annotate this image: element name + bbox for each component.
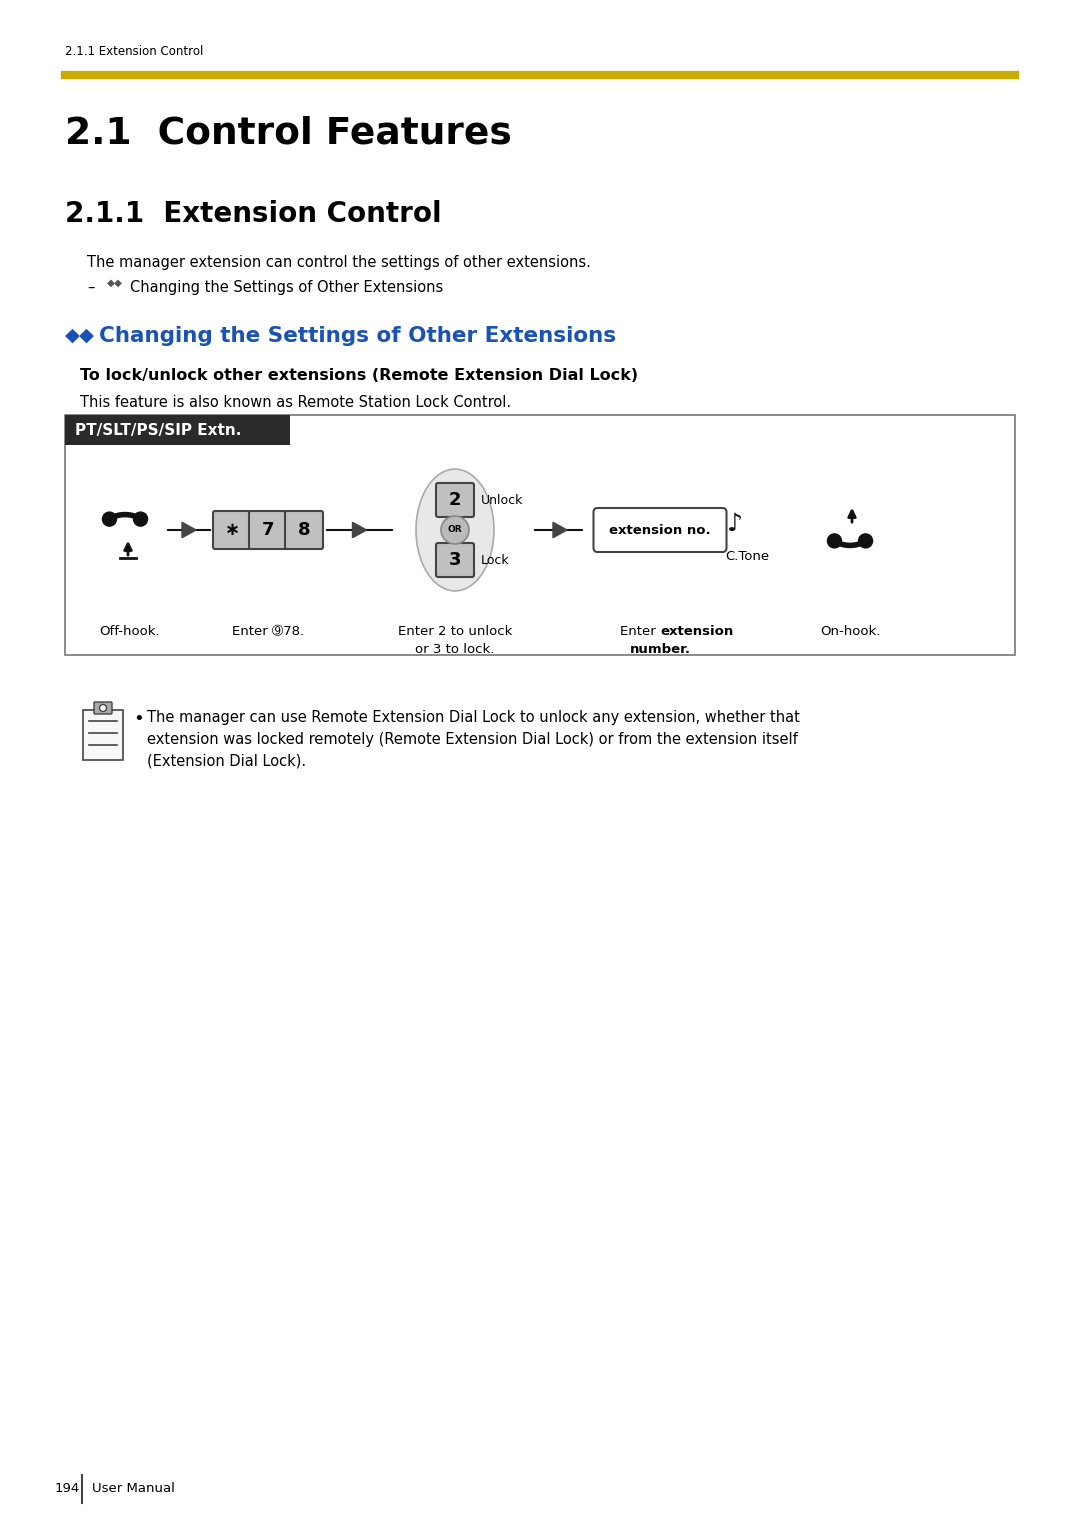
FancyBboxPatch shape bbox=[285, 512, 323, 550]
FancyBboxPatch shape bbox=[436, 483, 474, 518]
Text: ◆◆: ◆◆ bbox=[107, 278, 123, 289]
FancyBboxPatch shape bbox=[594, 508, 727, 551]
Circle shape bbox=[99, 704, 107, 712]
Text: ∗: ∗ bbox=[225, 521, 240, 539]
Text: The manager can use Remote Extension Dial Lock to unlock any extension, whether : The manager can use Remote Extension Dia… bbox=[147, 710, 800, 725]
Text: Changing the Settings of Other Extensions: Changing the Settings of Other Extension… bbox=[130, 279, 443, 295]
Text: extension no.: extension no. bbox=[609, 524, 711, 536]
Text: 7: 7 bbox=[261, 521, 274, 539]
FancyBboxPatch shape bbox=[83, 710, 123, 760]
Text: 2.1  Control Features: 2.1 Control Features bbox=[65, 115, 512, 151]
Text: This feature is also known as Remote Station Lock Control.: This feature is also known as Remote Sta… bbox=[80, 395, 511, 411]
Text: •: • bbox=[133, 710, 144, 728]
Circle shape bbox=[859, 534, 873, 548]
FancyBboxPatch shape bbox=[65, 415, 1015, 655]
Text: C.Tone: C.Tone bbox=[725, 550, 769, 563]
Ellipse shape bbox=[416, 469, 494, 591]
Text: –: – bbox=[87, 279, 94, 295]
Text: Unlock: Unlock bbox=[481, 493, 524, 507]
Text: Enter 2 to unlock: Enter 2 to unlock bbox=[397, 625, 512, 638]
Text: Enter: Enter bbox=[620, 625, 660, 638]
FancyBboxPatch shape bbox=[213, 512, 251, 550]
Text: or 3 to lock.: or 3 to lock. bbox=[416, 643, 495, 657]
Text: Lock: Lock bbox=[481, 553, 510, 567]
Text: The manager extension can control the settings of other extensions.: The manager extension can control the se… bbox=[87, 255, 591, 270]
Polygon shape bbox=[553, 522, 567, 538]
Text: PT/SLT/PS/SIP Extn.: PT/SLT/PS/SIP Extn. bbox=[75, 423, 241, 438]
FancyBboxPatch shape bbox=[249, 512, 287, 550]
Circle shape bbox=[827, 534, 841, 548]
Text: Off-hook.: Off-hook. bbox=[99, 625, 160, 638]
Text: extension: extension bbox=[660, 625, 733, 638]
Text: User Manual: User Manual bbox=[92, 1483, 175, 1495]
Circle shape bbox=[103, 512, 117, 527]
Text: 2: 2 bbox=[449, 492, 461, 508]
Circle shape bbox=[134, 512, 148, 527]
Polygon shape bbox=[183, 522, 195, 538]
Text: extension was locked remotely (Remote Extension Dial Lock) or from the extension: extension was locked remotely (Remote Ex… bbox=[147, 731, 798, 747]
Text: On-hook.: On-hook. bbox=[820, 625, 880, 638]
Text: ♪: ♪ bbox=[727, 512, 743, 536]
Text: ◆◆: ◆◆ bbox=[65, 325, 95, 345]
Text: 2.1.1  Extension Control: 2.1.1 Extension Control bbox=[65, 200, 442, 228]
Text: To lock/unlock other extensions (Remote Extension Dial Lock): To lock/unlock other extensions (Remote … bbox=[80, 368, 638, 383]
Polygon shape bbox=[352, 522, 366, 538]
Text: Enter ➈78.: Enter ➈78. bbox=[232, 625, 305, 638]
FancyBboxPatch shape bbox=[94, 702, 112, 715]
Text: (Extension Dial Lock).: (Extension Dial Lock). bbox=[147, 754, 306, 770]
Text: 194: 194 bbox=[54, 1483, 80, 1495]
Text: 8: 8 bbox=[298, 521, 310, 539]
Text: OR: OR bbox=[448, 525, 462, 534]
Text: 3: 3 bbox=[449, 551, 461, 570]
FancyBboxPatch shape bbox=[436, 544, 474, 577]
FancyBboxPatch shape bbox=[65, 415, 291, 444]
Circle shape bbox=[441, 516, 469, 544]
Text: 2.1.1 Extension Control: 2.1.1 Extension Control bbox=[65, 44, 203, 58]
Text: number.: number. bbox=[630, 643, 690, 657]
Text: Changing the Settings of Other Extensions: Changing the Settings of Other Extension… bbox=[99, 325, 616, 347]
